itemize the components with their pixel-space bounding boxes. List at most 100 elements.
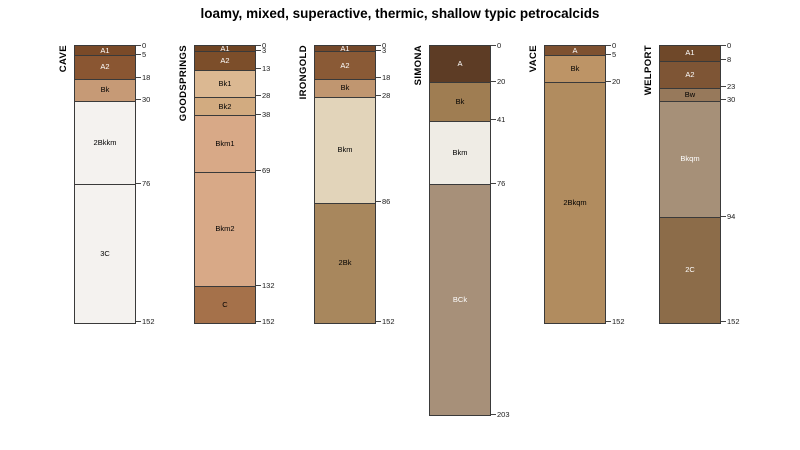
depth-tick: 5 (606, 50, 616, 59)
tick-line (136, 99, 141, 101)
horizon-label: A2 (220, 56, 230, 66)
horizon-label: A (572, 46, 578, 55)
tick-line (721, 215, 726, 217)
horizon-irongold-bkm: Bkm (315, 96, 375, 203)
depth-tick: 203 (491, 410, 510, 419)
horizon-goodsprings-bk1: Bk1 (195, 69, 255, 97)
depth-tick: 152 (136, 317, 155, 326)
depth-tick: 41 (491, 115, 505, 124)
horizon-cave-a2: A2 (75, 55, 135, 79)
horizon-vace-a: A (545, 46, 605, 56)
profile-column-irongold: A1 A2 Bk Bkm 2Bk (314, 45, 376, 324)
depth-tick: 0 (376, 41, 386, 50)
profile-column-welport: A1 A2 Bw Bkqm 2C (659, 45, 721, 324)
profile-name-irongold: IRONGOLD (298, 45, 309, 100)
horizon-simona-a: A (430, 46, 490, 83)
depth-tick: 152 (376, 317, 395, 326)
horizon-goodsprings-bk2: Bk2 (195, 96, 255, 116)
tick-line (256, 49, 261, 51)
tick-line (721, 99, 726, 101)
tick-line (256, 170, 261, 172)
profile-column-vace: A Bk 2Bkqm (544, 45, 606, 324)
depth-value: 28 (382, 91, 391, 101)
horizon-label: 2Bk (338, 258, 352, 268)
chart-title: loamy, mixed, superactive, thermic, shal… (200, 6, 600, 21)
horizon-label: Bkm1 (215, 138, 235, 148)
profile-name-goodsprings: GOODSPRINGS (178, 45, 189, 122)
depth-tick: 30 (136, 95, 150, 104)
horizon-label: A (457, 59, 463, 69)
horizon-label: Bkm (452, 147, 468, 157)
tick-line (376, 201, 381, 203)
horizon-goodsprings-a1: A1 (195, 46, 255, 52)
depth-tick: 152 (606, 317, 625, 326)
tick-line (376, 95, 381, 97)
horizon-label: A1 (220, 46, 230, 52)
depth-value: 5 (612, 49, 617, 59)
horizon-label: 2Bkqm (563, 198, 587, 207)
depth-value: 18 (382, 73, 391, 83)
horizon-goodsprings-a2: A2 (195, 51, 255, 70)
depth-tick: 28 (376, 91, 390, 100)
horizon-label: A1 (340, 46, 350, 52)
depth-tick: 0 (256, 41, 266, 50)
depth-tick: 23 (721, 82, 735, 91)
profile-name-simona: SIMONA (413, 45, 424, 86)
horizon-label: Bkqm (680, 154, 700, 164)
horizon-cave-bk: Bk (75, 78, 135, 101)
depth-tick: 13 (256, 64, 270, 73)
tick-line (606, 44, 611, 46)
tick-line (376, 77, 381, 79)
horizon-label: 3C (100, 248, 110, 258)
depth-value: 30 (727, 95, 736, 105)
tick-line (256, 284, 261, 286)
depth-tick: 69 (256, 166, 270, 175)
depth-value: 20 (612, 76, 621, 86)
depth-value: 94 (727, 211, 736, 221)
horizon-goodsprings-bkm1: Bkm1 (195, 115, 255, 172)
horizon-label: Bk1 (218, 78, 232, 88)
depth-tick: 20 (606, 77, 620, 86)
horizon-vace-bk: Bk (545, 55, 605, 83)
depth-value: 0 (382, 40, 387, 50)
horizon-label: Bk (570, 64, 580, 74)
horizon-welport-a1: A1 (660, 46, 720, 61)
depth-value: 13 (262, 64, 271, 74)
tick-line (256, 95, 261, 97)
horizon-label: Bk (340, 83, 350, 93)
horizon-welport-a2: A2 (660, 60, 720, 88)
tick-line (721, 59, 726, 61)
horizon-goodsprings-c: C (195, 286, 255, 323)
tick-line (136, 77, 141, 79)
tick-line (376, 44, 381, 46)
tick-line (491, 119, 496, 121)
depth-value: 3 (382, 45, 387, 55)
horizon-label: Bk2 (218, 101, 232, 111)
depth-tick: 3 (256, 46, 266, 55)
depth-tick: 0 (491, 41, 501, 50)
horizon-label: Bk (100, 85, 110, 95)
horizon-cave-a1: A1 (75, 46, 135, 56)
depth-tick: 94 (721, 212, 735, 221)
depth-value: 86 (382, 197, 391, 207)
depth-value: 38 (262, 109, 271, 119)
tick-line (606, 321, 611, 323)
depth-tick: 76 (491, 179, 505, 188)
depth-tick: 76 (136, 179, 150, 188)
depth-value: 0 (612, 40, 617, 50)
horizon-irongold-a1: A1 (315, 46, 375, 52)
horizon-label: Bk (455, 97, 465, 106)
horizon-label: 2C (685, 265, 695, 275)
horizon-welport-2c: 2C (660, 217, 720, 323)
depth-tick: 18 (136, 73, 150, 82)
depth-tick: 8 (721, 55, 731, 64)
depth-value: 69 (262, 166, 271, 176)
depth-value: 0 (262, 40, 267, 50)
depth-tick: 28 (256, 91, 270, 100)
depth-tick: 152 (256, 317, 275, 326)
horizon-label: A1 (100, 46, 110, 55)
horizon-simona-bkm: Bkm (430, 120, 490, 185)
depth-tick: 18 (376, 73, 390, 82)
depth-value: 41 (497, 115, 506, 125)
